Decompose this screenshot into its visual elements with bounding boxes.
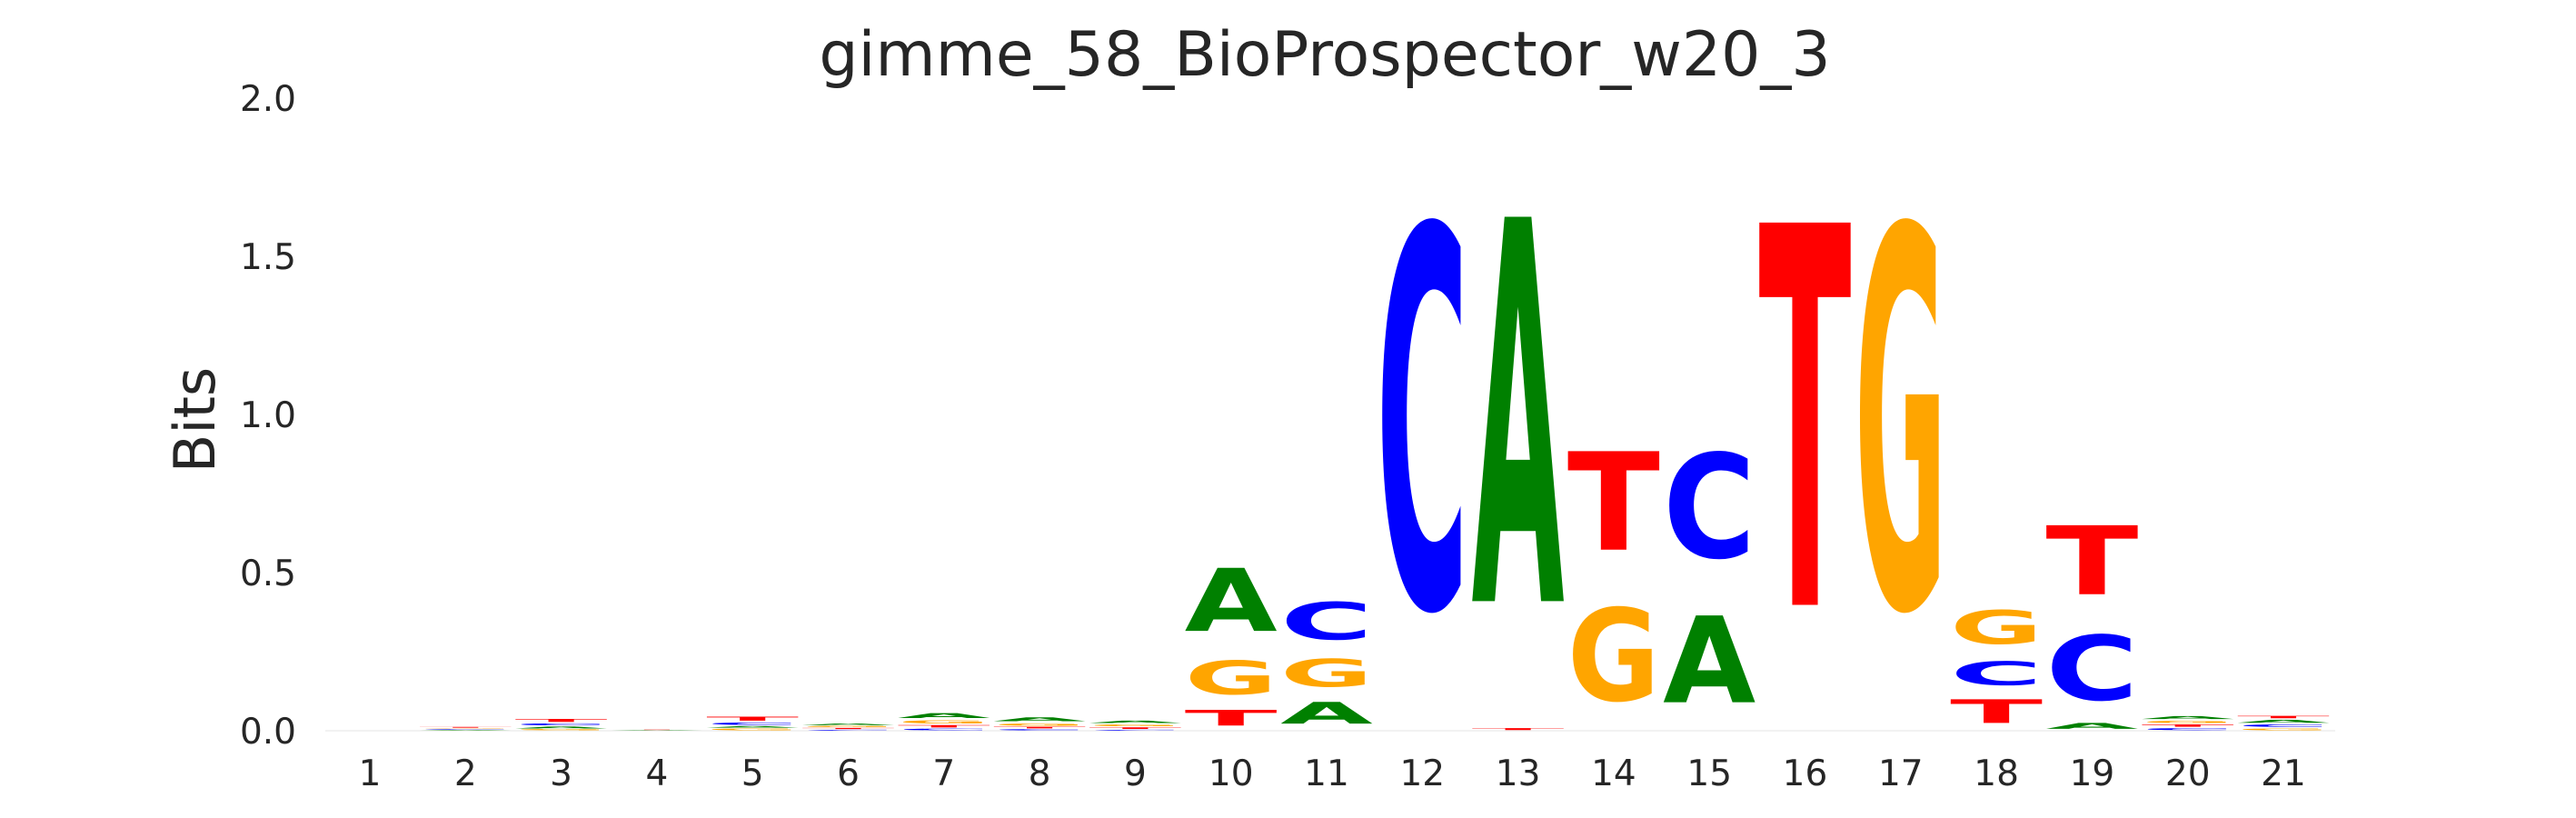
- logo-letter-g: G: [993, 723, 1086, 726]
- x-tick-label: 8: [1029, 753, 1051, 794]
- logo-letter-c: C: [2237, 723, 2330, 727]
- y-tick-label: 1.5: [240, 237, 296, 278]
- logo-letter-c: C: [898, 728, 990, 731]
- x-tick-label: 16: [1783, 753, 1828, 794]
- logo-letter-a: A: [706, 725, 799, 728]
- y-tick-label: 0.0: [240, 712, 296, 753]
- logo-letter-a: A: [1185, 551, 1278, 652]
- logo-letter-t: T: [898, 724, 990, 728]
- logo-letter-c: C: [515, 723, 608, 725]
- x-tick-label: 15: [1686, 753, 1732, 794]
- x-tick-label: 9: [1124, 753, 1147, 794]
- logo-letter-g: G: [1280, 652, 1373, 696]
- x-tick-label: 2: [454, 753, 477, 794]
- logo-letter-a: A: [898, 712, 990, 720]
- logo-letter-t: T: [706, 715, 799, 722]
- x-tick-label: 4: [645, 753, 668, 794]
- logo-letter-t: T: [1567, 425, 1660, 583]
- logo-letter-c: C: [706, 722, 799, 725]
- logo-letter-a: A: [2237, 719, 2330, 723]
- logo-letter-g: G: [1950, 602, 2043, 655]
- x-tick-label: 13: [1496, 753, 1541, 794]
- y-tick-label: 2.0: [240, 79, 296, 120]
- x-tick-label: 5: [741, 753, 764, 794]
- y-tick-label: 1.0: [240, 395, 296, 436]
- logo-letter-g: G: [706, 728, 799, 731]
- logo-letter-c: C: [802, 730, 895, 731]
- x-tick-label: 6: [837, 753, 860, 794]
- logo-letter-t: T: [2237, 715, 2330, 719]
- logo-letter-a: A: [515, 726, 608, 729]
- logo-letter-t: T: [515, 718, 608, 723]
- logo-letter-g: G: [1855, 121, 1947, 729]
- logo-letter-t: T: [1089, 727, 1181, 730]
- logo-letter-c: C: [419, 729, 512, 730]
- logo-letter-c: C: [2045, 617, 2138, 721]
- logo-letter-t: T: [802, 728, 895, 730]
- logo-letter-g: G: [1567, 583, 1660, 731]
- logo-letter-g: G: [2237, 728, 2330, 731]
- logo-letter-t: T: [611, 730, 703, 731]
- logo-letter-c: C: [1663, 425, 1755, 593]
- logo-letter-g: G: [419, 728, 512, 729]
- logo-letter-a: A: [2045, 722, 2138, 731]
- y-axis-label: Bits: [162, 367, 228, 473]
- chart-title: gimme_58_BioProspector_w20_3: [819, 19, 1830, 91]
- logo-letter-c: C: [1376, 122, 1468, 729]
- logo-letter-t: T: [2045, 507, 2138, 617]
- logo-letter-g: G: [802, 725, 895, 727]
- logo-letter-t: T: [993, 726, 1086, 729]
- x-tick-label: 7: [932, 753, 955, 794]
- logo-letter-a: A: [1280, 696, 1373, 731]
- x-tick-label: 18: [1974, 753, 2019, 794]
- y-tick-label: 0.5: [240, 554, 296, 594]
- logo-letter-g: G: [1185, 653, 1278, 706]
- x-tick-label: 14: [1591, 753, 1636, 794]
- x-tick-label: 21: [2261, 753, 2306, 794]
- x-tick-label: 10: [1208, 753, 1254, 794]
- x-tick-label: 19: [2070, 753, 2115, 794]
- logo-letter-t: T: [1950, 693, 2043, 731]
- logo-letter-c: C: [1089, 730, 1181, 731]
- logo-letter-g: G: [1089, 723, 1181, 726]
- logo-letter-t: T: [1472, 728, 1565, 731]
- logo-letter-c: C: [2142, 728, 2234, 731]
- logo-letter-a: A: [419, 730, 512, 731]
- logo-letter-c: C: [993, 729, 1086, 731]
- logo-letter-g: G: [2142, 720, 2234, 723]
- logo-letter-a: A: [1663, 592, 1755, 730]
- logo-letter-t: T: [1185, 706, 1278, 732]
- logo-letter-a: A: [993, 716, 1086, 723]
- x-tick-label: 1: [359, 753, 382, 794]
- x-axis-ticks: 1 2 3 4 5 6 7 8 9 10 11 12 13 14 15 16 17 18 19 20 21: [359, 753, 2306, 794]
- logo-letter-g: G: [515, 729, 608, 731]
- logo-letter-t: T: [2142, 723, 2234, 727]
- logo-letter-c: C: [1950, 655, 2043, 693]
- logo-letter-c: C: [1280, 593, 1373, 653]
- logo-letter-a: A: [802, 723, 895, 726]
- logo-letter-g: G: [898, 720, 990, 724]
- logo-letter-a: A: [1472, 114, 1566, 726]
- y-axis-ticks: 0.0 0.5 1.0 1.5 2.0: [240, 79, 296, 753]
- x-tick-label: 12: [1399, 753, 1445, 794]
- x-tick-label: 17: [1878, 753, 1924, 794]
- logo-letter-t: T: [419, 726, 512, 727]
- logo-letter-t: T: [1759, 120, 1853, 730]
- logo-letter-a: A: [2142, 715, 2234, 720]
- x-tick-label: 3: [550, 753, 572, 794]
- logo-letter-a: A: [611, 730, 703, 731]
- x-tick-label: 11: [1304, 753, 1349, 794]
- logo-letter-a: A: [1089, 720, 1181, 723]
- x-tick-label: 20: [2165, 753, 2211, 794]
